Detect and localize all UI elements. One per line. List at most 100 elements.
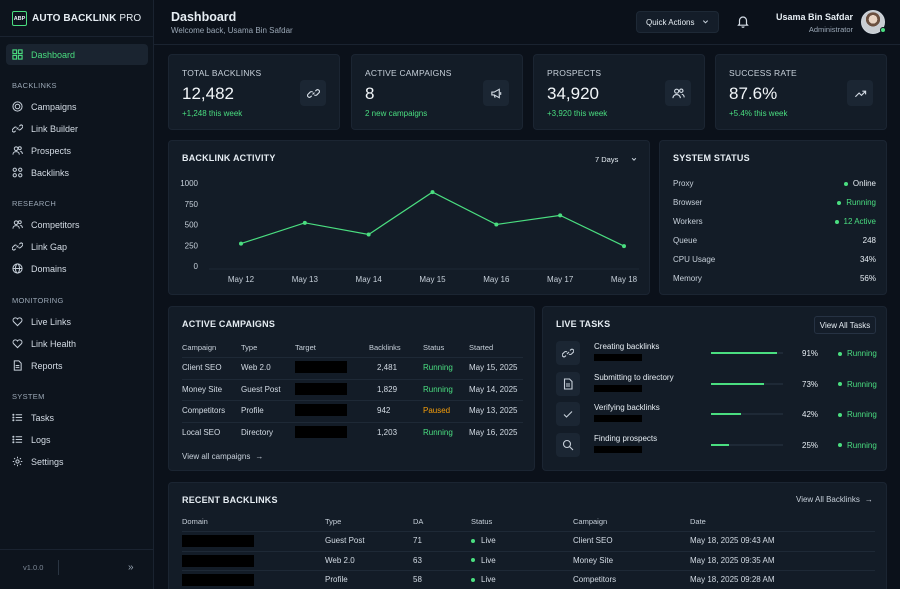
redacted-target	[295, 361, 347, 373]
status-value: 34%	[860, 255, 876, 264]
range-select[interactable]: 7 Days	[589, 150, 643, 168]
status-value: Online	[843, 179, 876, 188]
task-progress-fill	[711, 382, 764, 385]
view-all-tasks-button[interactable]: View All Tasks	[814, 316, 876, 334]
live-tasks-card: LIVE TASKS View All Tasks Creating backl…	[542, 306, 887, 471]
task-status: Running	[838, 441, 877, 450]
stat-label: TOTAL BACKLINKS	[182, 68, 262, 78]
status-value: 56%	[860, 274, 876, 283]
campaign-started: May 13, 2025	[469, 406, 518, 415]
campaign-type: Web 2.0	[241, 363, 271, 372]
status-text: 248	[862, 236, 876, 245]
divider	[0, 36, 154, 37]
sidebar-item-label: Backlinks	[31, 167, 70, 178]
quick-actions-button[interactable]: Quick Actions	[636, 11, 719, 33]
user-name[interactable]: Usama Bin Safdar	[775, 12, 853, 22]
row-divider	[182, 357, 523, 358]
redacted-task-detail	[594, 445, 642, 453]
sidebar-item-reports[interactable]: Reports	[12, 360, 63, 371]
task-progress-fill	[711, 413, 742, 415]
collapse-sidebar-button[interactable]: »	[128, 562, 134, 573]
status-dot	[843, 181, 848, 186]
sidebar-item-settings[interactable]: Settings	[12, 456, 64, 467]
status-dot	[838, 382, 842, 386]
column-header: Campaign	[182, 343, 217, 352]
sidebar-item-tasks[interactable]: Tasks	[12, 412, 54, 423]
column-header: Date	[690, 517, 706, 526]
status-text: 56%	[859, 274, 876, 283]
redacted-target	[295, 404, 347, 416]
chart-title: BACKLINK ACTIVITY	[182, 153, 276, 163]
task-percent: 91%	[802, 349, 819, 358]
sidebar-item-link-gap[interactable]: Link Gap	[12, 241, 67, 252]
users-icon	[12, 146, 23, 155]
column-header: Started	[469, 343, 494, 352]
backlink-date: May 18, 2025 09:28 AM	[690, 575, 775, 584]
stat-card-success-rate: SUCCESS RATE 87.6% +5.4% this week	[715, 54, 887, 130]
document-icon	[13, 360, 22, 371]
status-dot	[471, 538, 475, 543]
gear-icon	[12, 456, 23, 467]
backlink-type: Guest Post	[325, 536, 365, 545]
stat-value: 12,482	[182, 84, 234, 103]
backlink-campaign: Money Site	[573, 555, 614, 565]
backlink-status: Live	[471, 556, 496, 565]
line-chart: 1000 750 500 250 0 May 12 May 13 May 14 May 15 Ma…	[180, 179, 639, 284]
column-header: Type	[241, 343, 258, 352]
backlink-type: Web 2.0	[325, 555, 355, 565]
x-tick-label: May 14	[356, 275, 383, 284]
task-progress-fill	[711, 352, 777, 354]
stat-card-active-campaigns: ACTIVE CAMPAIGNS 8 2 new campaigns	[351, 54, 523, 130]
sidebar-item-label: Link Builder	[31, 123, 79, 134]
sidebar-item-domains[interactable]: Domains	[12, 263, 67, 274]
sidebar-item-dashboard[interactable]: Dashboard	[6, 44, 148, 65]
column-header: Status	[423, 343, 445, 352]
row-divider	[182, 531, 875, 532]
view-all-backlinks-link[interactable]: View All Backlinks →	[796, 495, 873, 504]
column-header: Target	[295, 343, 316, 352]
sidebar-item-prospects[interactable]: Prospects	[12, 145, 71, 156]
sidebar-item-label: Logs	[31, 434, 51, 445]
data-point	[239, 241, 243, 246]
y-tick-label: 750	[185, 200, 199, 209]
sidebar-item-link-health[interactable]: Link Health	[12, 338, 76, 349]
sidebar-item-label: Link Health	[31, 338, 77, 349]
campaign-status: Running	[423, 363, 453, 372]
sidebar-item-backlinks[interactable]: Backlinks	[12, 167, 69, 178]
status-row: Proxy Online	[673, 179, 876, 188]
grid-icon	[12, 49, 23, 60]
view-all-campaigns-link[interactable]: View all campaigns →	[182, 452, 263, 461]
stat-delta: +1,248 this week	[182, 109, 243, 118]
sidebar-item-label: Tasks	[31, 412, 55, 423]
stat-value: 87.6%	[729, 84, 778, 103]
online-status-dot	[880, 27, 886, 33]
arrow-right-icon: →	[864, 495, 873, 504]
sidebar-item-competitors[interactable]: Competitors	[12, 219, 80, 230]
recent-backlinks-card: RECENT BACKLINKS View All Backlinks → Do…	[168, 482, 887, 589]
campaign-backlinks: 2,481	[377, 363, 398, 372]
backlink-activity-card: BACKLINK ACTIVITY 7 Days 1000 750 500 250 0 M…	[168, 140, 650, 295]
task-status: Running	[838, 410, 877, 419]
backlink-campaign: Client SEO	[573, 536, 613, 545]
task-progress-fill	[711, 443, 729, 446]
task-status-text: Running	[847, 410, 877, 419]
bell-icon[interactable]	[736, 14, 750, 28]
version-label: v1.0.0	[23, 563, 44, 572]
column-header: Type	[325, 517, 342, 526]
row-divider	[182, 421, 523, 423]
status-text: Online	[852, 179, 876, 188]
arrow-right-icon: →	[255, 452, 264, 461]
range-select-value: 7 Days	[595, 154, 619, 164]
system-status-card: SYSTEM STATUS Proxy Online Browser Running W…	[659, 140, 887, 295]
campaign-backlinks: 1,203	[377, 427, 398, 437]
data-point	[366, 232, 371, 237]
brand[interactable]: ABP AUTO BACKLINK PRO	[12, 11, 141, 26]
data-point	[622, 244, 626, 249]
status-text: Running	[846, 198, 876, 207]
sidebar-item-logs[interactable]: Logs	[12, 434, 51, 445]
sidebar-item-campaigns[interactable]: Campaigns	[12, 101, 77, 112]
nav-section-backlinks: BACKLINKS	[12, 81, 57, 90]
sidebar-item-link-builder[interactable]: Link Builder	[12, 123, 78, 134]
sidebar-item-live-links[interactable]: Live Links	[12, 316, 71, 327]
user-role: Administrator	[808, 25, 853, 34]
